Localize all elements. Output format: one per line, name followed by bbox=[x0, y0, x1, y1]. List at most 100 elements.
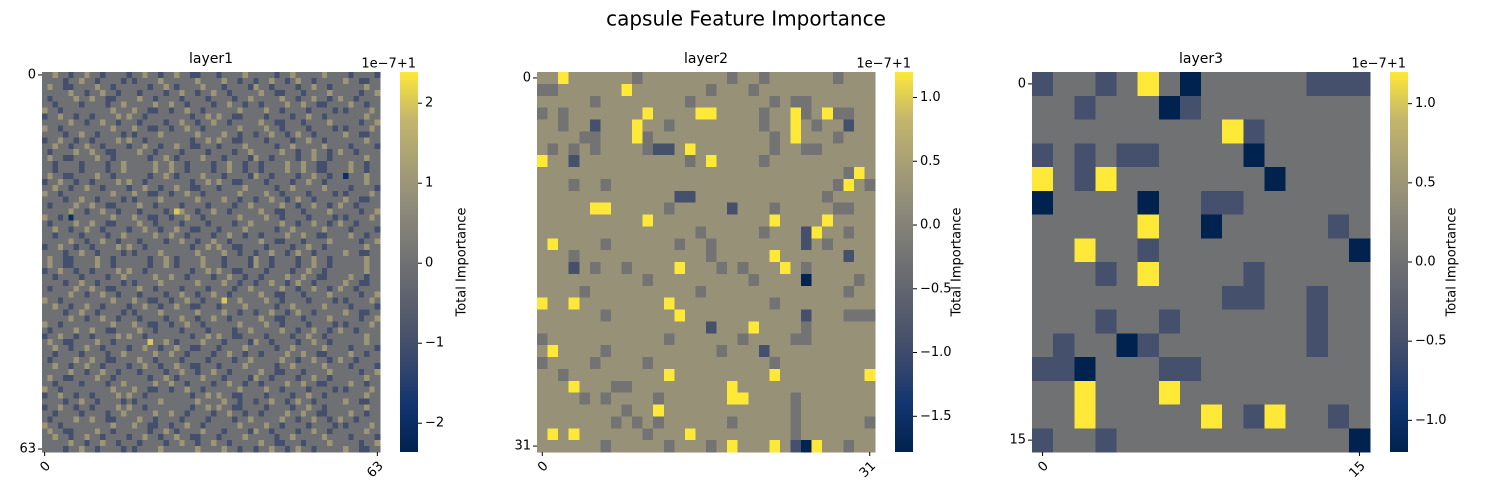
heatmap-cell bbox=[211, 108, 217, 114]
heatmap-cell bbox=[348, 209, 354, 215]
heatmap-cell bbox=[306, 434, 312, 440]
heatmap-cell bbox=[280, 215, 286, 221]
heatmap-cell bbox=[68, 155, 74, 161]
heatmap-cell bbox=[332, 131, 338, 137]
heatmap-cell bbox=[211, 387, 217, 393]
heatmap-cell bbox=[237, 399, 243, 405]
heatmap-cell bbox=[359, 191, 365, 197]
heatmap-cell bbox=[327, 375, 333, 381]
heatmap-cell bbox=[47, 399, 53, 405]
heatmap-cell bbox=[280, 96, 286, 102]
heatmap-cell bbox=[600, 72, 611, 84]
heatmap-cell bbox=[643, 298, 654, 310]
heatmap-cell bbox=[111, 232, 117, 238]
heatmap-cell bbox=[322, 167, 328, 173]
heatmap-cell bbox=[600, 286, 611, 298]
heatmap-cell bbox=[369, 262, 375, 268]
heatmap-cell bbox=[269, 108, 275, 114]
heatmap-cell bbox=[111, 173, 117, 179]
heatmap-cell bbox=[58, 238, 64, 244]
heatmap-cell bbox=[359, 363, 365, 369]
heatmap-cell bbox=[142, 149, 148, 155]
heatmap-cell bbox=[685, 167, 696, 179]
heatmap-cell bbox=[364, 125, 370, 131]
heatmap-cell bbox=[105, 339, 111, 345]
heatmap-cell bbox=[537, 120, 548, 132]
heatmap-cell bbox=[121, 256, 127, 262]
heatmap-cell bbox=[148, 416, 154, 422]
heatmap-cell bbox=[280, 292, 286, 298]
heatmap-cell bbox=[216, 280, 222, 286]
heatmap-cell bbox=[327, 351, 333, 357]
heatmap-cell bbox=[111, 304, 117, 310]
heatmap-cell bbox=[327, 428, 333, 434]
heatmap-cell bbox=[190, 440, 196, 446]
heatmap-cell bbox=[759, 333, 770, 345]
heatmap-cell bbox=[47, 381, 53, 387]
heatmap-cell bbox=[116, 143, 122, 149]
heatmap-cell bbox=[179, 203, 185, 209]
heatmap-cell bbox=[100, 256, 106, 262]
heatmap-cell bbox=[200, 405, 206, 411]
heatmap-cell bbox=[338, 125, 344, 131]
heatmap-cell bbox=[290, 399, 296, 405]
heatmap-cell bbox=[338, 381, 344, 387]
heatmap-cell bbox=[290, 262, 296, 268]
heatmap-cell bbox=[285, 96, 291, 102]
heatmap-cell bbox=[327, 143, 333, 149]
heatmap-cell bbox=[780, 131, 791, 143]
heatmap-cell bbox=[843, 203, 854, 215]
heatmap-cell bbox=[137, 399, 143, 405]
heatmap-cell bbox=[58, 173, 64, 179]
heatmap-cell bbox=[285, 215, 291, 221]
heatmap-cell bbox=[359, 304, 365, 310]
heatmap-cell bbox=[259, 173, 265, 179]
heatmap-cell bbox=[759, 345, 770, 357]
heatmap-cell bbox=[664, 298, 675, 310]
heatmap-cell bbox=[738, 215, 749, 227]
heatmap-cell bbox=[105, 102, 111, 108]
heatmap-cell bbox=[142, 304, 148, 310]
heatmap-cell bbox=[47, 84, 53, 90]
heatmap-cell bbox=[142, 179, 148, 185]
heatmap-cell bbox=[142, 197, 148, 203]
heatmap-cell bbox=[211, 315, 217, 321]
heatmap-cell bbox=[95, 440, 101, 446]
heatmap-cell bbox=[111, 381, 117, 387]
heatmap-cell bbox=[68, 405, 74, 411]
heatmap-cell bbox=[148, 203, 154, 209]
heatmap-cell bbox=[364, 375, 370, 381]
heatmap-cell bbox=[369, 399, 375, 405]
heatmap-cell bbox=[854, 274, 865, 286]
heatmap-cell bbox=[264, 298, 270, 304]
heatmap-cell bbox=[95, 369, 101, 375]
heatmap-cell bbox=[179, 292, 185, 298]
heatmap-cell bbox=[63, 244, 69, 250]
heatmap-cell bbox=[142, 399, 148, 405]
heatmap-cell bbox=[121, 298, 127, 304]
heatmap-cell bbox=[121, 440, 127, 446]
heatmap-cell bbox=[727, 167, 738, 179]
heatmap-cell bbox=[791, 96, 802, 108]
heatmap-cell bbox=[369, 405, 375, 411]
heatmap-cell bbox=[79, 280, 85, 286]
heatmap-cell bbox=[211, 149, 217, 155]
heatmap-cell bbox=[248, 120, 254, 126]
heatmap-cell bbox=[274, 304, 280, 310]
heatmap-cell bbox=[854, 131, 865, 143]
heatmap-cell bbox=[348, 310, 354, 316]
heatmap-cell bbox=[301, 167, 307, 173]
heatmap-cell bbox=[95, 286, 101, 292]
heatmap-cell bbox=[375, 333, 381, 339]
heatmap-cell bbox=[322, 244, 328, 250]
heatmap-cell bbox=[259, 120, 265, 126]
heatmap-cell bbox=[759, 167, 770, 179]
heatmap-cell bbox=[332, 298, 338, 304]
heatmap-cell bbox=[174, 220, 180, 226]
heatmap-cell bbox=[248, 381, 254, 387]
heatmap-cell bbox=[148, 286, 154, 292]
heatmap-cell bbox=[306, 357, 312, 363]
heatmap-cell bbox=[105, 238, 111, 244]
heatmap-cell bbox=[285, 399, 291, 405]
heatmap-cell bbox=[600, 108, 611, 120]
